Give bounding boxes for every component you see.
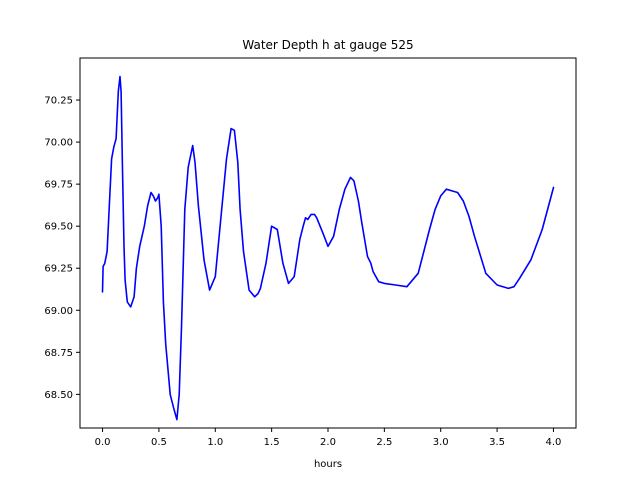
y-tick-label: 68.50 <box>44 390 73 401</box>
x-tick-label: 3.5 <box>489 437 505 448</box>
chart-title: Water Depth h at gauge 525 <box>242 38 413 52</box>
x-tick-label: 3.0 <box>433 437 449 448</box>
series-line <box>101 75 555 421</box>
y-tick-label: 69.25 <box>44 264 73 275</box>
plot-area <box>101 75 555 421</box>
y-axis: 68.50 68.75 69.00 69.25 69.50 69.75 70.00 70.25 <box>44 96 80 401</box>
x-tick-label: 0.0 <box>95 437 111 448</box>
x-axis: 0.0 0.5 1.0 1.5 2.0 2.5 3.0 3.5 4.0 <box>95 428 562 448</box>
x-axis-label: hours <box>314 459 342 470</box>
y-tick-label: 70.00 <box>44 138 73 149</box>
x-tick-label: 4.0 <box>546 437 562 448</box>
x-tick-label: 2.5 <box>376 437 392 448</box>
y-tick-label: 69.00 <box>44 306 73 317</box>
x-tick-label: 1.5 <box>264 437 280 448</box>
y-tick-label: 70.25 <box>44 96 73 107</box>
y-tick-label: 69.50 <box>44 222 73 233</box>
x-tick-label: 2.0 <box>320 437 336 448</box>
y-tick-label: 68.75 <box>44 348 73 359</box>
x-tick-label: 1.0 <box>207 437 223 448</box>
y-tick-label: 69.75 <box>44 180 73 191</box>
x-tick-label: 0.5 <box>151 437 167 448</box>
